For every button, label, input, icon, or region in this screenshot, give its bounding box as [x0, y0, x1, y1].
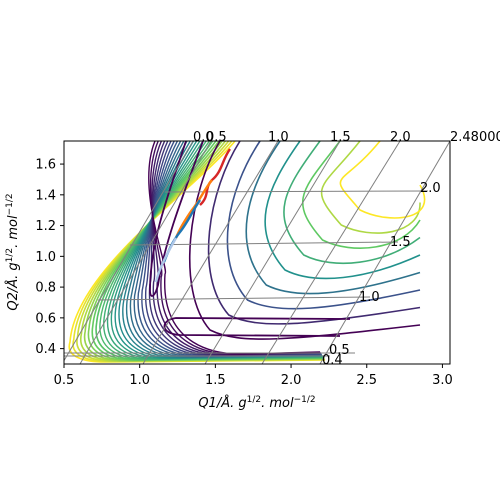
skew-axis-1-label: 1.0	[359, 290, 380, 305]
contour-line	[95, 141, 324, 361]
trajectory-light-blue	[154, 237, 178, 283]
y-axis-label: Q2/Å. g1/2. mol−1/2	[5, 193, 21, 310]
contour-line	[264, 141, 421, 280]
x-tick-label: 1.5	[205, 373, 226, 388]
contour-line	[103, 141, 324, 360]
grid-line	[204, 141, 341, 364]
skew-axis-2-label: 1.5	[330, 130, 351, 145]
y-tick-label: 0.6	[35, 311, 56, 326]
x-tick-label: 2.0	[281, 373, 302, 388]
x-axis-label: Q1/Å. g1/2. mol−1/2	[198, 395, 315, 411]
contour-line	[133, 141, 322, 358]
contour-line	[99, 141, 324, 361]
skew-axis-1-label: 2.0	[420, 181, 441, 196]
skew-axis-2-label: 0.5	[206, 130, 227, 145]
grid-line	[164, 190, 429, 193]
skew-axis-1-label: 1.5	[390, 235, 411, 250]
trajectory-blue	[162, 199, 201, 263]
contour-line	[145, 141, 322, 357]
contour-line	[339, 141, 426, 219]
grid-line	[79, 141, 212, 364]
skew-axis-2-label: 1.0	[268, 130, 289, 145]
grid-line	[64, 141, 194, 362]
y-tick-label: 0.4	[35, 342, 56, 357]
grid-line	[129, 241, 399, 246]
contour-line	[226, 141, 421, 310]
trajectories	[154, 148, 231, 283]
contour-line	[149, 141, 204, 297]
x-axis-ticks: 0.5 1.0 1.5 2.0 2.5 3.0	[54, 364, 453, 388]
grid-line	[261, 141, 401, 364]
y-tick-label: 0.8	[35, 281, 56, 296]
contour-line	[137, 141, 322, 357]
contour-line	[126, 141, 323, 358]
contour-line	[106, 141, 324, 360]
y-tick-label: 1.2	[35, 219, 56, 234]
skew-axis-2-label: 2.48000	[450, 130, 500, 145]
grid-line	[97, 296, 371, 301]
contour-line	[320, 141, 421, 234]
contour-line	[163, 317, 351, 337]
contour-lines	[68, 141, 426, 363]
skew-axis-1-label: 0.4	[322, 353, 343, 368]
contour-line	[72, 141, 325, 363]
contour-line	[148, 141, 321, 355]
contour-line	[129, 141, 322, 358]
y-tick-label: 1.6	[35, 158, 56, 173]
trajectory-orange	[174, 179, 213, 239]
contour-line	[91, 141, 324, 361]
contour-line	[141, 141, 322, 357]
contour-line	[68, 141, 326, 363]
skew-axis-2-label: 2.0	[390, 130, 411, 145]
contour-line	[76, 141, 325, 363]
contour-line	[302, 141, 421, 249]
skew-axis-2-labels: 0.00.5 1.0 1.5 2.0 2.48000	[193, 130, 500, 145]
grid-line	[142, 141, 279, 364]
skew-axis-2-label: 0.0	[193, 130, 214, 145]
contour-line	[245, 141, 421, 295]
grid-line	[319, 141, 450, 364]
y-axis-ticks: 0.4 0.6 0.8 1.0 1.2 1.4 1.6	[35, 158, 64, 357]
x-tick-label: 1.0	[129, 373, 150, 388]
contour-line	[283, 141, 421, 265]
y-tick-label: 1.0	[35, 250, 56, 265]
contour-line	[207, 141, 421, 325]
contour-line	[149, 141, 321, 356]
x-tick-label: 2.5	[356, 373, 377, 388]
y-tick-label: 1.4	[35, 188, 56, 203]
x-tick-label: 0.5	[54, 373, 75, 388]
contour-line	[87, 141, 325, 362]
skew-axis-1-labels: 0.40.5 1.0 1.5 2.0	[322, 181, 441, 368]
x-tick-label: 3.0	[432, 373, 453, 388]
skewed-grid	[64, 141, 450, 364]
plot-frame	[63, 140, 451, 365]
skew-axis-1-label: 0.5	[329, 343, 350, 358]
